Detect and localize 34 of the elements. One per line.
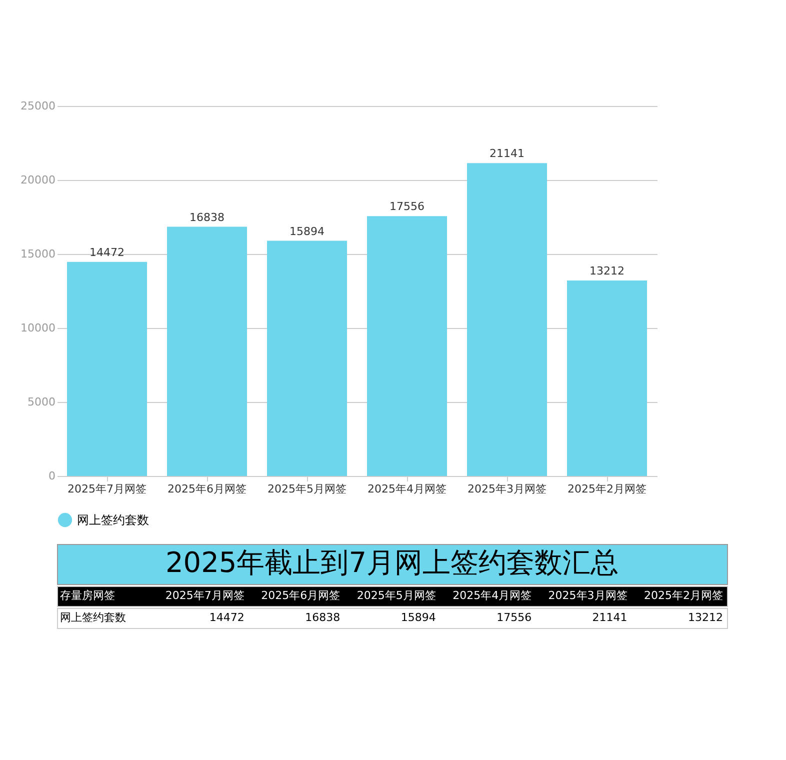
category-label: 2025年2月网签 bbox=[644, 589, 723, 602]
y-tick-label: 25000 bbox=[20, 100, 56, 112]
data-label: 15894 bbox=[290, 224, 324, 238]
text: 15894 bbox=[400, 611, 436, 624]
y-tick-label: 15000 bbox=[20, 248, 56, 260]
x-tick-label: 2025年7月网签 bbox=[68, 482, 146, 496]
y-tick-label: 0 bbox=[48, 470, 56, 482]
category-label: 2025年6月网签 bbox=[261, 589, 340, 602]
category-label: 2025年7月网签 bbox=[165, 589, 244, 602]
x-tick-label: 2025年2月网签 bbox=[568, 482, 646, 496]
x-tick-label: 2025年4月网签 bbox=[368, 482, 446, 496]
category-label: 2025年4月网签 bbox=[452, 589, 532, 602]
text: 21141 bbox=[592, 611, 628, 624]
data-label: 14472 bbox=[90, 246, 124, 259]
category-label: 2025年3月网签 bbox=[548, 589, 628, 602]
text: 17556 bbox=[496, 611, 532, 624]
y-tick-label: 5000 bbox=[28, 396, 56, 408]
category-label: 2025年5月网签 bbox=[356, 589, 436, 602]
y-tick-label: 20000 bbox=[20, 174, 56, 186]
y-tick-label: 10000 bbox=[20, 322, 56, 334]
text: 存量房网签 bbox=[60, 589, 115, 602]
text: 14472 bbox=[209, 611, 244, 624]
data-label: 17556 bbox=[390, 200, 424, 214]
legend-label: 网上签约套数 bbox=[77, 513, 149, 527]
x-tick-label: 2025年3月网签 bbox=[468, 482, 546, 496]
text: 网上签约套数 bbox=[60, 611, 126, 624]
data-label: 21141 bbox=[490, 147, 524, 160]
text: 13212 bbox=[688, 611, 723, 624]
data-label: 13212 bbox=[590, 264, 624, 278]
text: 16838 bbox=[305, 611, 340, 624]
x-tick-label: 2025年5月网签 bbox=[268, 482, 346, 496]
text: 2025年截止到7月网上签约套数汇总 bbox=[165, 546, 619, 579]
x-tick-label: 2025年6月网签 bbox=[168, 482, 246, 496]
data-label: 16838 bbox=[190, 210, 224, 224]
